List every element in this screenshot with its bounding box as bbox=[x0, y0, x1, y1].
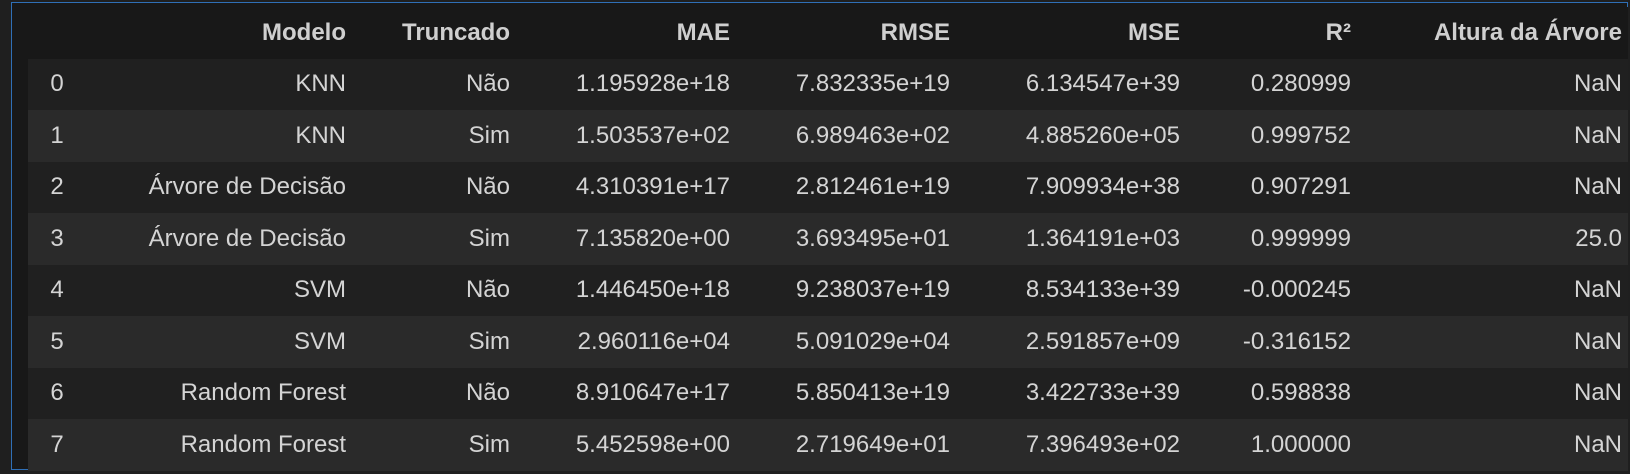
modelo-cell: Árvore de Decisão bbox=[86, 213, 362, 265]
mse-cell: 7.396493e+02 bbox=[966, 419, 1196, 471]
modelo-cell: SVM bbox=[86, 316, 362, 368]
r2-cell: 0.999999 bbox=[1196, 213, 1367, 265]
table-row: 3 Árvore de Decisão Sim 7.135820e+00 3.69349… bbox=[28, 213, 1628, 265]
table-row: 7 Random Forest Sim 5.452598e+00 2.719649e+0… bbox=[28, 419, 1628, 471]
row-index: 4 bbox=[28, 264, 86, 316]
mae-cell: 7.135820e+00 bbox=[526, 213, 746, 265]
modelo-cell: Random Forest bbox=[86, 367, 362, 419]
column-header-index bbox=[28, 7, 86, 59]
column-header-mse: MSE bbox=[966, 7, 1196, 59]
modelo-cell: KNN bbox=[86, 58, 362, 110]
r2-cell: 0.598838 bbox=[1196, 367, 1367, 419]
rmse-cell: 3.693495e+01 bbox=[746, 213, 966, 265]
mae-cell: 2.960116e+04 bbox=[526, 316, 746, 368]
column-header-rmse: RMSE bbox=[746, 7, 966, 59]
mse-cell: 1.364191e+03 bbox=[966, 213, 1196, 265]
column-header-altura: Altura da Árvore bbox=[1367, 7, 1628, 59]
mse-cell: 6.134547e+39 bbox=[966, 58, 1196, 110]
table-row: 6 Random Forest Não 8.910647e+17 5.850413e+1… bbox=[28, 367, 1628, 419]
altura-cell: NaN bbox=[1367, 316, 1628, 368]
truncado-cell: Não bbox=[362, 161, 526, 213]
altura-cell: NaN bbox=[1367, 367, 1628, 419]
mae-cell: 8.910647e+17 bbox=[526, 367, 746, 419]
altura-cell: NaN bbox=[1367, 264, 1628, 316]
rmse-cell: 5.850413e+19 bbox=[746, 367, 966, 419]
mae-cell: 1.446450e+18 bbox=[526, 264, 746, 316]
rmse-cell: 7.832335e+19 bbox=[746, 58, 966, 110]
column-header-r2: R² bbox=[1196, 7, 1367, 59]
row-index: 6 bbox=[28, 367, 86, 419]
modelo-cell: Árvore de Decisão bbox=[86, 161, 362, 213]
mae-cell: 1.503537e+02 bbox=[526, 110, 746, 162]
truncado-cell: Não bbox=[362, 367, 526, 419]
row-index: 0 bbox=[28, 58, 86, 110]
column-header-mae: MAE bbox=[526, 7, 746, 59]
row-index: 7 bbox=[28, 419, 86, 471]
modelo-cell: SVM bbox=[86, 264, 362, 316]
altura-cell: NaN bbox=[1367, 419, 1628, 471]
r2-cell: 0.907291 bbox=[1196, 161, 1367, 213]
rmse-cell: 5.091029e+04 bbox=[746, 316, 966, 368]
mse-cell: 7.909934e+38 bbox=[966, 161, 1196, 213]
truncado-cell: Sim bbox=[362, 110, 526, 162]
table-row: 1 KNN Sim 1.503537e+02 6.989463e+02 4.885260e… bbox=[28, 110, 1628, 162]
rmse-cell: 9.238037e+19 bbox=[746, 264, 966, 316]
row-index: 3 bbox=[28, 213, 86, 265]
table-row: 0 KNN Não 1.195928e+18 7.832335e+19 6.134547e… bbox=[28, 58, 1628, 110]
truncado-cell: Sim bbox=[362, 316, 526, 368]
dataframe-table: Modelo Truncado MAE RMSE MSE R² Altura d… bbox=[28, 7, 1628, 471]
rmse-cell: 2.719649e+01 bbox=[746, 419, 966, 471]
altura-cell: NaN bbox=[1367, 161, 1628, 213]
table-row: 2 Árvore de Decisão Não 4.310391e+17 2.81246… bbox=[28, 161, 1628, 213]
mse-cell: 4.885260e+05 bbox=[966, 110, 1196, 162]
truncado-cell: Não bbox=[362, 264, 526, 316]
table-row: 5 SVM Sim 2.960116e+04 5.091029e+04 2.591857e… bbox=[28, 316, 1628, 368]
row-index: 5 bbox=[28, 316, 86, 368]
rmse-cell: 2.812461e+19 bbox=[746, 161, 966, 213]
table-row: 4 SVM Não 1.446450e+18 9.238037e+19 8.534133e… bbox=[28, 264, 1628, 316]
table-header-row: Modelo Truncado MAE RMSE MSE R² Altura d… bbox=[28, 7, 1628, 59]
truncado-cell: Sim bbox=[362, 213, 526, 265]
rmse-cell: 6.989463e+02 bbox=[746, 110, 966, 162]
r2-cell: 1.000000 bbox=[1196, 419, 1367, 471]
mae-cell: 1.195928e+18 bbox=[526, 58, 746, 110]
row-index: 2 bbox=[28, 161, 86, 213]
mse-cell: 3.422733e+39 bbox=[966, 367, 1196, 419]
mae-cell: 4.310391e+17 bbox=[526, 161, 746, 213]
altura-cell: NaN bbox=[1367, 110, 1628, 162]
mse-cell: 8.534133e+39 bbox=[966, 264, 1196, 316]
truncado-cell: Não bbox=[362, 58, 526, 110]
row-index: 1 bbox=[28, 110, 86, 162]
modelo-cell: KNN bbox=[86, 110, 362, 162]
modelo-cell: Random Forest bbox=[86, 419, 362, 471]
r2-cell: 0.280999 bbox=[1196, 58, 1367, 110]
dataframe-output: Modelo Truncado MAE RMSE MSE R² Altura d… bbox=[11, 2, 1628, 471]
mae-cell: 5.452598e+00 bbox=[526, 419, 746, 471]
column-header-modelo: Modelo bbox=[86, 7, 362, 59]
r2-cell: -0.316152 bbox=[1196, 316, 1367, 368]
mse-cell: 2.591857e+09 bbox=[966, 316, 1196, 368]
truncado-cell: Sim bbox=[362, 419, 526, 471]
r2-cell: 0.999752 bbox=[1196, 110, 1367, 162]
altura-cell: NaN bbox=[1367, 58, 1628, 110]
altura-cell: 25.0 bbox=[1367, 213, 1628, 265]
column-header-truncado: Truncado bbox=[362, 7, 526, 59]
r2-cell: -0.000245 bbox=[1196, 264, 1367, 316]
